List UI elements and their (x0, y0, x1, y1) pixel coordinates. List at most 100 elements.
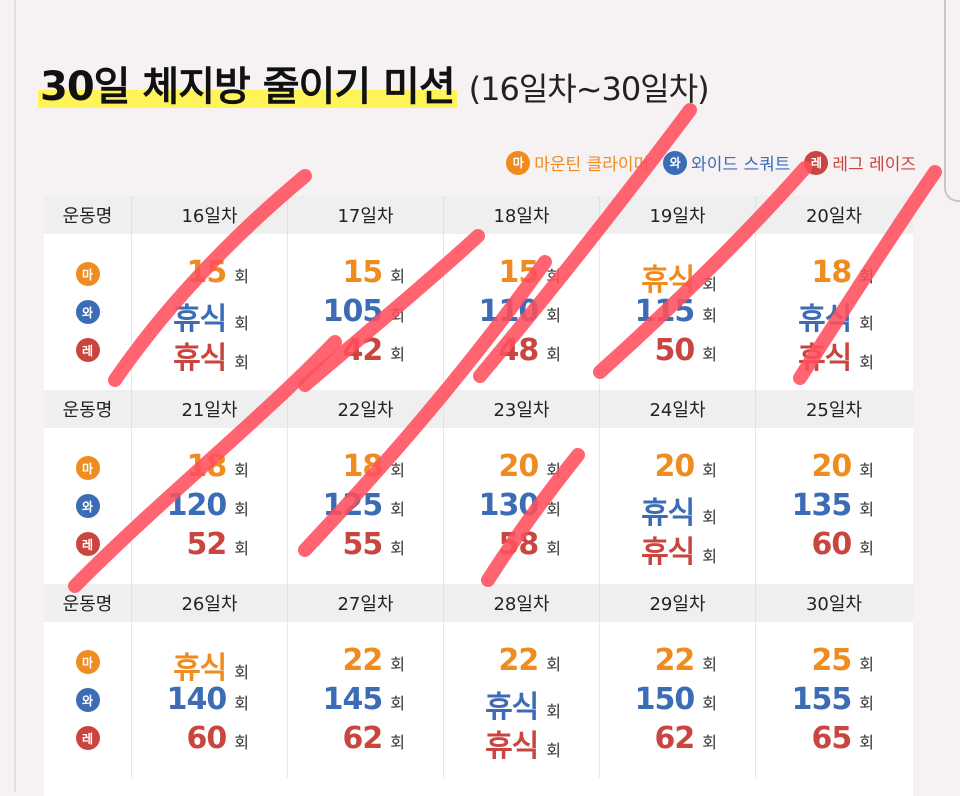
day-header: 25일차 (805, 400, 863, 421)
exercise-value: 130 회 (479, 488, 561, 524)
exercise-value: 115 회 (635, 294, 717, 330)
exercise-value: 휴식 회 (173, 333, 249, 376)
day-cell: 20 회 135 회 60 회 (756, 428, 912, 584)
rep-unit: 회 (390, 306, 405, 325)
rep-unit: 회 (546, 539, 561, 558)
exercise-value: 20 회 (499, 449, 561, 485)
day-cell: 22 회 150 회 62 회 (600, 622, 756, 778)
rep-unit: 회 (390, 655, 405, 674)
exercise-value: 62 회 (343, 721, 405, 757)
rep-count: 115 (634, 294, 696, 329)
rep-count: 150 (634, 682, 696, 717)
day-header: 27일차 (288, 584, 444, 622)
exercise-value: 42 회 (343, 333, 405, 369)
exercise-value: 15 회 (499, 255, 561, 291)
rep-unit: 회 (390, 267, 405, 286)
rep-unit: 회 (702, 547, 717, 566)
rep-unit: 회 (546, 345, 561, 364)
day-header: 18일차 (444, 196, 600, 234)
re-badge-icon: 레 (75, 532, 100, 556)
rep-unit: 회 (390, 733, 405, 752)
rep-unit: 회 (390, 694, 405, 713)
exercise-name-header: 운동명 (44, 390, 132, 428)
rep-count: 휴식 (641, 496, 695, 531)
rep-unit: 회 (234, 267, 249, 286)
rep-count: 52 (186, 527, 228, 562)
exercise-value: 105 회 (323, 294, 405, 330)
rep-unit: 회 (702, 345, 717, 364)
day-cell: 22 회 휴식 회 휴식 회 (444, 622, 600, 778)
exercise-value: 155 회 (792, 682, 874, 718)
table-row: 마 와 레 15 회 휴식 회 휴식 회 15 회 105 회 42 회 15 회 110 회 48 회 휴식 회 115 회 5… (44, 234, 913, 390)
rep-count: 50 (654, 333, 696, 368)
rep-unit: 회 (859, 655, 874, 674)
exercise-value: 25 회 (812, 643, 874, 679)
exercise-value: 140 회 (167, 682, 249, 718)
exercise-value: 휴식 회 (641, 255, 717, 298)
exercise-value: 15 회 (343, 255, 405, 291)
exercise-value: 125 회 (323, 488, 405, 524)
rep-count: 65 (811, 721, 853, 756)
title-area: 30일 체지방 줄이기 미션 (16일차~30일차) (38, 54, 710, 110)
day-cell: 휴식 회 140 회 60 회 (132, 622, 288, 778)
rep-count: 62 (654, 721, 696, 756)
rep-count: 휴식 (798, 302, 852, 337)
rep-count: 110 (478, 294, 540, 329)
rep-count: 48 (498, 333, 540, 368)
day-header: 29일차 (600, 584, 756, 622)
rep-count: 42 (342, 333, 384, 368)
rep-count: 휴식 (798, 341, 852, 376)
exercise-value: 110 회 (479, 294, 561, 330)
exercise-value: 18 회 (343, 449, 405, 485)
rep-unit: 회 (546, 702, 561, 721)
day-header: 20일차 (805, 206, 863, 227)
day-cell: 15 회 휴식 회 휴식 회 (132, 234, 288, 390)
day-header: 22일차 (288, 390, 444, 428)
wa-badge-icon: 와 (663, 150, 688, 175)
day-header: 23일차 (444, 390, 600, 428)
re-badge-icon: 레 (75, 338, 100, 362)
day-cell: 22 회 145 회 62 회 (288, 622, 444, 778)
scroll-edge (944, 0, 960, 202)
rep-unit: 회 (546, 461, 561, 480)
rep-unit: 회 (234, 694, 249, 713)
day-header: 21일차 (132, 390, 288, 428)
exercise-value: 휴식 회 (798, 294, 874, 337)
rep-count: 18 (186, 449, 228, 484)
rep-count: 130 (478, 488, 540, 523)
rep-count: 25 (811, 643, 853, 678)
wa-badge-icon: 와 (75, 300, 100, 324)
rep-unit: 회 (234, 539, 249, 558)
day-cell: 15 회 105 회 42 회 (288, 234, 444, 390)
exercise-value: 50 회 (655, 333, 717, 369)
exercise-value: 휴식 회 (641, 527, 717, 570)
rep-unit: 회 (234, 353, 249, 372)
exercise-name-header: 운동명 (44, 584, 132, 622)
day-header: 28일차 (444, 584, 600, 622)
table-header-row: 운동명 26일차 27일차 28일차 29일차 30일차 (44, 584, 913, 622)
ma-badge-icon: 마 (75, 650, 100, 674)
day-header: 30일차 (805, 594, 863, 615)
rep-unit: 회 (390, 345, 405, 364)
table-header-row: 운동명 21일차 22일차 23일차 24일차 25일차 (44, 390, 913, 428)
rep-unit: 회 (859, 461, 874, 480)
rep-count: 140 (166, 682, 228, 717)
wa-badge-icon: 와 (75, 494, 100, 518)
day-cell: 18 회 휴식 회 휴식 회 (756, 234, 912, 390)
exercise-value: 52 회 (187, 527, 249, 563)
rep-unit: 회 (234, 733, 249, 752)
rep-count: 18 (342, 449, 384, 484)
rep-unit: 회 (702, 655, 717, 674)
rep-count: 15 (342, 255, 384, 290)
table-bottom (44, 778, 913, 796)
rep-count: 휴식 (485, 690, 539, 725)
rep-unit: 회 (234, 314, 249, 333)
exercise-value: 120 회 (167, 488, 249, 524)
exercise-value: 60 회 (187, 721, 249, 757)
day-header: 24일차 (600, 390, 756, 428)
exercise-value: 145 회 (323, 682, 405, 718)
exercise-value: 휴식 회 (173, 294, 249, 337)
rep-unit: 회 (859, 267, 874, 286)
